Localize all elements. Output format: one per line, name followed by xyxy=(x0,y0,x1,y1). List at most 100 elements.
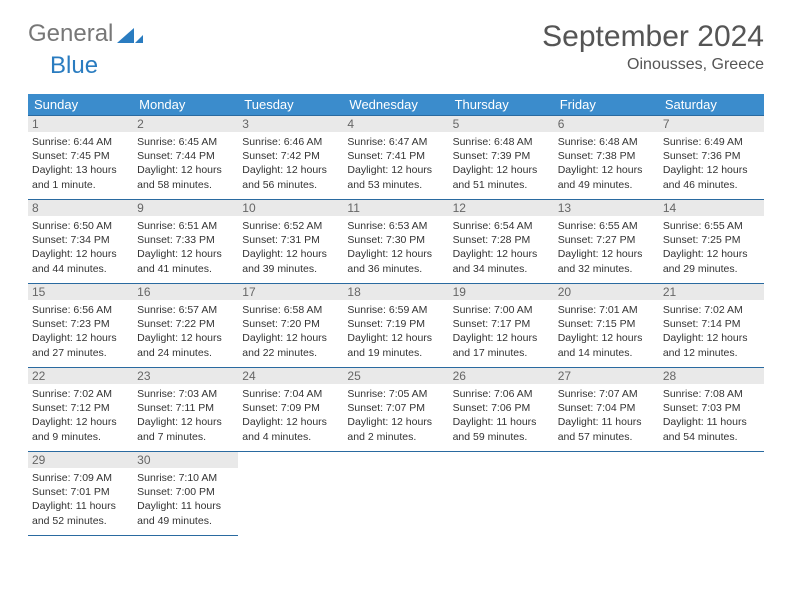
day-header: Wednesday xyxy=(343,94,448,116)
day-info: Sunrise: 7:06 AMSunset: 7:06 PMDaylight:… xyxy=(453,387,550,444)
day-cell: 1 Sunrise: 6:44 AMSunset: 7:45 PMDaylight… xyxy=(28,116,133,200)
day-info: Sunrise: 6:51 AMSunset: 7:33 PMDaylight:… xyxy=(137,219,234,276)
empty-cell xyxy=(449,452,554,536)
day-header: Friday xyxy=(554,94,659,116)
day-cell: 9 Sunrise: 6:51 AMSunset: 7:33 PMDaylight… xyxy=(133,200,238,284)
day-cell: 3 Sunrise: 6:46 AMSunset: 7:42 PMDaylight… xyxy=(238,116,343,200)
logo-text-general: General xyxy=(28,20,113,48)
day-cell: 11 Sunrise: 6:53 AMSunset: 7:30 PMDayligh… xyxy=(343,200,448,284)
day-cell: 4 Sunrise: 6:47 AMSunset: 7:41 PMDaylight… xyxy=(343,116,448,200)
day-header: Saturday xyxy=(659,94,764,116)
day-cell: 10 Sunrise: 6:52 AMSunset: 7:31 PMDayligh… xyxy=(238,200,343,284)
day-cell: 29 Sunrise: 7:09 AMSunset: 7:01 PMDayligh… xyxy=(28,452,133,536)
day-cell: 30Sunrise: 7:10 AMSunset: 7:00 PMDayligh… xyxy=(133,452,238,536)
day-cell: 24 Sunrise: 7:04 AMSunset: 7:09 PMDayligh… xyxy=(238,368,343,452)
calendar-row: 22Sunrise: 7:02 AMSunset: 7:12 PMDayligh… xyxy=(28,368,764,452)
day-info: Sunrise: 6:48 AMSunset: 7:39 PMDaylight:… xyxy=(453,135,550,192)
day-number: 17 xyxy=(238,284,343,300)
calendar-row: 1 Sunrise: 6:44 AMSunset: 7:45 PMDaylight… xyxy=(28,116,764,200)
day-cell: 27Sunrise: 7:07 AMSunset: 7:04 PMDayligh… xyxy=(554,368,659,452)
day-header: Thursday xyxy=(449,94,554,116)
day-info: Sunrise: 6:52 AMSunset: 7:31 PMDaylight:… xyxy=(242,219,339,276)
day-info: Sunrise: 6:50 AMSunset: 7:34 PMDaylight:… xyxy=(32,219,129,276)
day-info: Sunrise: 7:00 AMSunset: 7:17 PMDaylight:… xyxy=(453,303,550,360)
day-number: 2 xyxy=(133,116,238,132)
logo-line2: Blue xyxy=(28,52,764,80)
day-header: Monday xyxy=(133,94,238,116)
day-header-row: SundayMondayTuesdayWednesdayThursdayFrid… xyxy=(28,94,764,116)
day-number: 3 xyxy=(238,116,343,132)
day-number: 8 xyxy=(28,200,133,216)
day-number: 20 xyxy=(554,284,659,300)
day-cell: 26 Sunrise: 7:06 AMSunset: 7:06 PMDayligh… xyxy=(449,368,554,452)
day-number: 5 xyxy=(449,116,554,132)
day-info: Sunrise: 6:44 AMSunset: 7:45 PMDaylight:… xyxy=(32,135,129,192)
day-cell: 6Sunrise: 6:48 AMSunset: 7:38 PMDaylight… xyxy=(554,116,659,200)
day-cell: 14Sunrise: 6:55 AMSunset: 7:25 PMDayligh… xyxy=(659,200,764,284)
day-number: 29 xyxy=(28,452,133,468)
day-info: Sunrise: 7:10 AMSunset: 7:00 PMDaylight:… xyxy=(137,471,234,528)
day-info: Sunrise: 6:58 AMSunset: 7:20 PMDaylight:… xyxy=(242,303,339,360)
day-header: Sunday xyxy=(28,94,133,116)
day-info: Sunrise: 7:02 AMSunset: 7:14 PMDaylight:… xyxy=(663,303,760,360)
day-number: 23 xyxy=(133,368,238,384)
calendar-page: General September 2024 Oinousses, Greece… xyxy=(0,0,792,612)
day-number: 4 xyxy=(343,116,448,132)
day-info: Sunrise: 6:55 AMSunset: 7:25 PMDaylight:… xyxy=(663,219,760,276)
day-info: Sunrise: 6:53 AMSunset: 7:30 PMDaylight:… xyxy=(347,219,444,276)
day-info: Sunrise: 7:02 AMSunset: 7:12 PMDaylight:… xyxy=(32,387,129,444)
day-number: 12 xyxy=(449,200,554,216)
day-cell: 7 Sunrise: 6:49 AMSunset: 7:36 PMDaylight… xyxy=(659,116,764,200)
day-info: Sunrise: 7:07 AMSunset: 7:04 PMDaylight:… xyxy=(558,387,655,444)
day-info: Sunrise: 6:46 AMSunset: 7:42 PMDaylight:… xyxy=(242,135,339,192)
day-info: Sunrise: 6:54 AMSunset: 7:28 PMDaylight:… xyxy=(453,219,550,276)
day-number: 11 xyxy=(343,200,448,216)
day-cell: 18Sunrise: 6:59 AMSunset: 7:19 PMDayligh… xyxy=(343,284,448,368)
day-cell: 15Sunrise: 6:56 AMSunset: 7:23 PMDayligh… xyxy=(28,284,133,368)
day-number: 10 xyxy=(238,200,343,216)
day-number: 13 xyxy=(554,200,659,216)
day-cell: 23Sunrise: 7:03 AMSunset: 7:11 PMDayligh… xyxy=(133,368,238,452)
empty-cell xyxy=(554,452,659,536)
day-info: Sunrise: 7:01 AMSunset: 7:15 PMDaylight:… xyxy=(558,303,655,360)
day-cell: 28 Sunrise: 7:08 AMSunset: 7:03 PMDayligh… xyxy=(659,368,764,452)
day-number: 26 xyxy=(449,368,554,384)
day-number: 19 xyxy=(449,284,554,300)
day-number: 1 xyxy=(28,116,133,132)
day-number: 24 xyxy=(238,368,343,384)
day-info: Sunrise: 7:05 AMSunset: 7:07 PMDaylight:… xyxy=(347,387,444,444)
day-info: Sunrise: 6:56 AMSunset: 7:23 PMDaylight:… xyxy=(32,303,129,360)
logo: General xyxy=(28,20,145,48)
calendar-row: 29 Sunrise: 7:09 AMSunset: 7:01 PMDayligh… xyxy=(28,452,764,536)
day-info: Sunrise: 7:04 AMSunset: 7:09 PMDaylight:… xyxy=(242,387,339,444)
empty-cell xyxy=(343,452,448,536)
calendar-row: 8 Sunrise: 6:50 AMSunset: 7:34 PMDaylight… xyxy=(28,200,764,284)
day-number: 16 xyxy=(133,284,238,300)
day-number: 7 xyxy=(659,116,764,132)
day-info: Sunrise: 6:45 AMSunset: 7:44 PMDaylight:… xyxy=(137,135,234,192)
empty-cell xyxy=(238,452,343,536)
day-number: 21 xyxy=(659,284,764,300)
calendar-body: 1 Sunrise: 6:44 AMSunset: 7:45 PMDaylight… xyxy=(28,116,764,536)
day-cell: 12 Sunrise: 6:54 AMSunset: 7:28 PMDayligh… xyxy=(449,200,554,284)
calendar-head: SundayMondayTuesdayWednesdayThursdayFrid… xyxy=(28,94,764,116)
calendar-row: 15Sunrise: 6:56 AMSunset: 7:23 PMDayligh… xyxy=(28,284,764,368)
day-cell: 22Sunrise: 7:02 AMSunset: 7:12 PMDayligh… xyxy=(28,368,133,452)
logo-text-blue: Blue xyxy=(50,52,98,79)
day-cell: 21 Sunrise: 7:02 AMSunset: 7:14 PMDayligh… xyxy=(659,284,764,368)
day-cell: 17 Sunrise: 6:58 AMSunset: 7:20 PMDayligh… xyxy=(238,284,343,368)
day-info: Sunrise: 6:49 AMSunset: 7:36 PMDaylight:… xyxy=(663,135,760,192)
day-info: Sunrise: 6:47 AMSunset: 7:41 PMDaylight:… xyxy=(347,135,444,192)
day-cell: 8 Sunrise: 6:50 AMSunset: 7:34 PMDaylight… xyxy=(28,200,133,284)
day-number: 25 xyxy=(343,368,448,384)
day-info: Sunrise: 6:48 AMSunset: 7:38 PMDaylight:… xyxy=(558,135,655,192)
empty-cell xyxy=(659,452,764,536)
day-info: Sunrise: 7:09 AMSunset: 7:01 PMDaylight:… xyxy=(32,471,129,528)
day-info: Sunrise: 7:08 AMSunset: 7:03 PMDaylight:… xyxy=(663,387,760,444)
day-cell: 25 Sunrise: 7:05 AMSunset: 7:07 PMDayligh… xyxy=(343,368,448,452)
day-number: 9 xyxy=(133,200,238,216)
day-cell: 16Sunrise: 6:57 AMSunset: 7:22 PMDayligh… xyxy=(133,284,238,368)
day-number: 28 xyxy=(659,368,764,384)
logo-triangle-icon xyxy=(117,25,143,43)
day-cell: 20 Sunrise: 7:01 AMSunset: 7:15 PMDayligh… xyxy=(554,284,659,368)
